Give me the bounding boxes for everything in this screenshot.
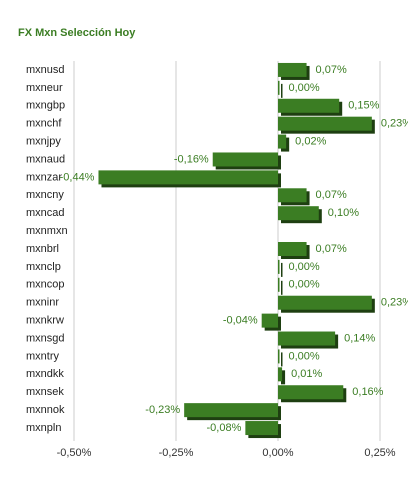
x-tick-label: 0,25% <box>364 447 395 459</box>
y-tick-label: mxnaud <box>26 153 65 165</box>
bar <box>261 313 278 328</box>
y-tick-label: mxntry <box>26 350 60 362</box>
bar <box>98 170 278 185</box>
y-tick-label: mxnjpy <box>26 135 61 147</box>
bar <box>278 134 287 149</box>
bar <box>278 188 307 203</box>
y-tick-label: mxneur <box>26 82 63 94</box>
value-label: 0,23% <box>381 118 408 130</box>
bar <box>278 98 340 113</box>
value-label: -0,16% <box>174 153 209 165</box>
y-tick-label: mxncop <box>26 279 65 291</box>
bar <box>278 206 319 221</box>
bar <box>278 367 283 382</box>
x-tick-label: 0,00% <box>262 447 293 459</box>
value-label: 0,00% <box>289 82 320 94</box>
y-tick-label: mxnmxn <box>26 225 68 237</box>
bar-shadow <box>281 280 283 295</box>
value-label: -0,08% <box>207 422 242 434</box>
y-tick-label: mxnpln <box>26 422 61 434</box>
bar <box>278 349 280 364</box>
bar <box>184 403 278 418</box>
y-tick-label: mxncny <box>26 189 64 201</box>
value-label: 0,00% <box>289 350 320 362</box>
y-tick-label: mxnsek <box>26 386 64 398</box>
value-label: 0,01% <box>291 368 322 380</box>
x-tick-label: -0,50% <box>57 447 92 459</box>
y-tick-label: mxndkk <box>26 368 64 380</box>
y-tick-label: mxnkrw <box>26 315 64 327</box>
bar <box>212 152 278 167</box>
value-label: -0,23% <box>145 404 180 416</box>
value-label: 0,00% <box>289 261 320 273</box>
bar-shadow <box>281 370 286 385</box>
value-label: -0,44% <box>60 171 95 183</box>
y-tick-label: mxnchf <box>26 118 62 130</box>
value-label: 0,23% <box>381 297 408 309</box>
bar-shadow <box>281 262 283 277</box>
y-tick-label: mxnclp <box>26 261 61 273</box>
y-tick-label: mxnusd <box>26 64 65 76</box>
value-label: 0,00% <box>289 279 320 291</box>
bar <box>278 277 280 292</box>
value-label: 0,07% <box>316 189 347 201</box>
y-tick-label: mxninr <box>26 297 59 309</box>
value-label: 0,15% <box>348 100 379 112</box>
bar <box>278 385 344 400</box>
bar <box>278 116 372 131</box>
y-tick-label: mxnsgd <box>26 332 65 344</box>
value-label: -0,04% <box>223 315 258 327</box>
value-label: 0,16% <box>352 386 383 398</box>
bar <box>278 259 280 274</box>
bar <box>278 62 307 77</box>
y-tick-label: mxngbp <box>26 100 65 112</box>
bar-shadow <box>281 352 283 367</box>
y-tick-label: mxnbrl <box>26 243 59 255</box>
value-label: 0,07% <box>316 243 347 255</box>
value-label: 0,07% <box>316 64 347 76</box>
value-label: 0,10% <box>328 207 359 219</box>
bar-shadow <box>281 83 283 98</box>
bar <box>278 331 336 346</box>
bar <box>278 242 307 256</box>
value-label: 0,14% <box>344 332 375 344</box>
x-tick-label: -0,25% <box>159 447 194 459</box>
y-tick-label: mxnnok <box>26 404 65 416</box>
chart-title: FX Mxn Selección Hoy <box>18 27 136 39</box>
y-tick-label: mxnzar <box>26 171 62 183</box>
value-label: 0,02% <box>295 135 326 147</box>
bar <box>278 80 280 95</box>
bar <box>245 421 278 436</box>
bar <box>278 295 372 310</box>
y-tick-label: mxncad <box>26 207 65 219</box>
